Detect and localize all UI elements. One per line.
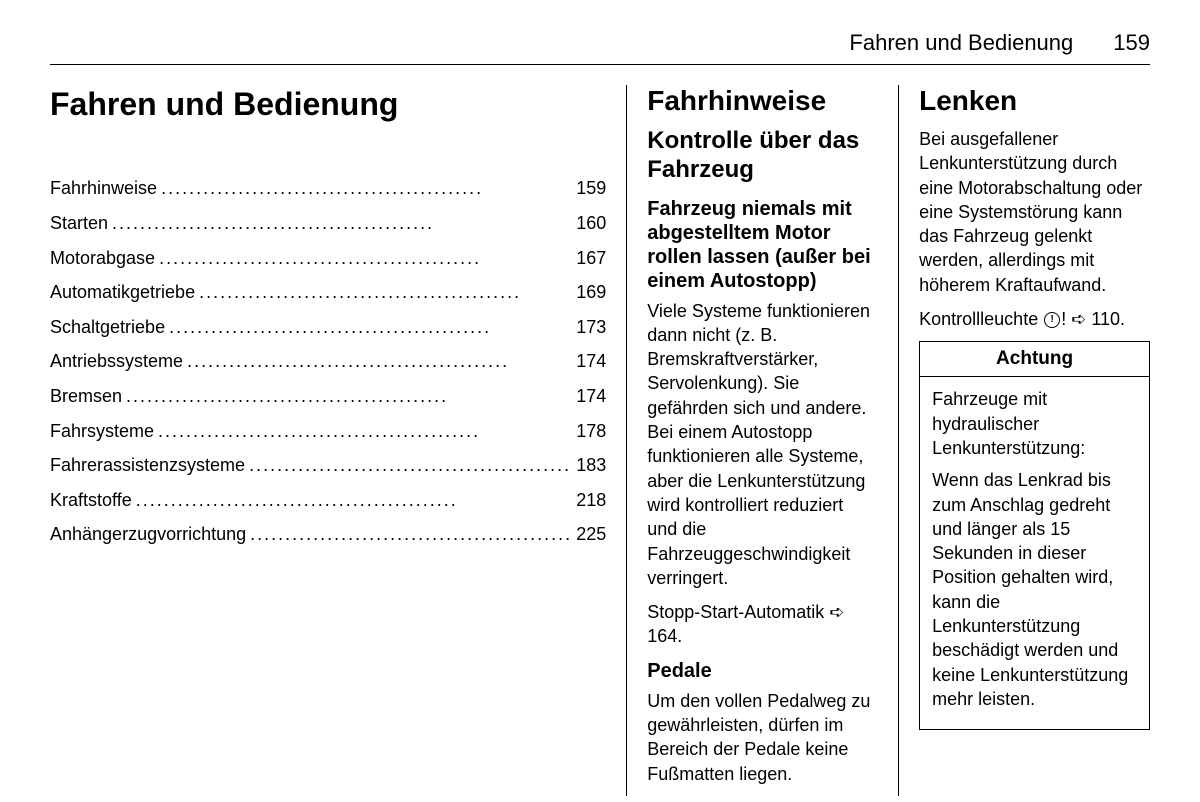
toc-item: Fahrsysteme ............................… [50, 416, 606, 447]
page-number: 159 [1113, 30, 1150, 56]
toc-dots: ........................................… [154, 416, 576, 447]
toc-dots: ........................................… [183, 346, 576, 377]
ref-kontrollleuchte: Kontrollleuchte ! ➪ 110. [919, 307, 1150, 331]
subsection-kontrolle: Kontrolle über das Fahrzeug [647, 127, 878, 185]
toc-item: Motorabgase ............................… [50, 243, 606, 274]
arrow-icon: ➪ [1071, 309, 1086, 329]
toc-item: Kraftstoffe ............................… [50, 485, 606, 516]
warning-body: Fahrzeuge mit hydraulischer Lenkunterstü… [920, 377, 1149, 729]
subsub-niemals-rollen: Fahrzeug niemals mit abgestelltem Motor … [647, 197, 878, 293]
arrow-icon: ➪ [829, 602, 844, 622]
toc-item-label: Kraftstoffe [50, 485, 132, 516]
toc-dots: ........................................… [195, 277, 576, 308]
toc-dots: ........................................… [122, 381, 576, 412]
toc-item-label: Fahrerassistenzsysteme [50, 450, 245, 481]
section-title-lenken: Lenken [919, 85, 1150, 117]
toc-item-label: Motorabgase [50, 243, 155, 274]
section-title-fahrhinweise: Fahrhinweise [647, 85, 878, 117]
body-niemals-rollen: Viele Systeme funktionieren dann nicht (… [647, 299, 878, 591]
toc-item-label: Antriebssysteme [50, 346, 183, 377]
toc-item-page: 167 [576, 243, 606, 274]
column-fahrhinweise: Fahrhinweise Kontrolle über das Fahrzeug… [627, 85, 899, 796]
toc-item-page: 159 [576, 173, 606, 204]
toc-item-page: 174 [576, 346, 606, 377]
toc-dots: ........................................… [246, 519, 576, 550]
body-pedale: Um den vollen Pedalweg zu gewährleisten,… [647, 689, 878, 786]
toc-item-label: Anhängerzugvorrichtung [50, 519, 246, 550]
toc-item-page: 183 [576, 450, 606, 481]
ref-stopp-start: Stopp-Start-Automatik ➪ 164. [647, 600, 878, 649]
toc-item-page: 160 [576, 208, 606, 239]
content-columns: Fahren und Bedienung Fahrhinweise ......… [50, 85, 1150, 796]
toc-item-page: 225 [576, 519, 606, 550]
column-lenken: Lenken Bei ausgefallener Lenkunterstützu… [899, 85, 1150, 796]
toc-item: Automatikgetriebe ......................… [50, 277, 606, 308]
header-title: Fahren und Bedienung [849, 30, 1073, 56]
toc-item: Antriebssysteme ........................… [50, 346, 606, 377]
toc-item: Anhängerzugvorrichtung .................… [50, 519, 606, 550]
toc-item: Bremsen ................................… [50, 381, 606, 412]
ref-prefix: Stopp-Start-Automatik [647, 602, 829, 622]
toc-dots: ........................................… [132, 485, 576, 516]
page-header: Fahren und Bedienung 159 [50, 30, 1150, 65]
toc-item-page: 173 [576, 312, 606, 343]
toc-item: Schaltgetriebe .........................… [50, 312, 606, 343]
toc-item: Fahrerassistenzsysteme .................… [50, 450, 606, 481]
subsub-pedale: Pedale [647, 659, 878, 683]
column-toc: Fahren und Bedienung Fahrhinweise ......… [50, 85, 627, 796]
toc-item-label: Fahrhinweise [50, 173, 157, 204]
ref-page-lenken: 110. [1086, 309, 1125, 329]
toc-item-label: Schaltgetriebe [50, 312, 165, 343]
toc-item-label: Fahrsysteme [50, 416, 154, 447]
toc-dots: ........................................… [165, 312, 576, 343]
ref-page: 164. [647, 626, 682, 646]
body-lenken: Bei ausgefallener Lenkunterstützung durc… [919, 127, 1150, 297]
toc-item-page: 169 [576, 277, 606, 308]
warning-p1: Fahrzeuge mit hydraulischer Lenkunterstü… [932, 387, 1137, 460]
warning-box: Achtung Fahrzeuge mit hydraulischer Lenk… [919, 341, 1150, 730]
warning-title: Achtung [920, 342, 1149, 377]
toc-item-page: 178 [576, 416, 606, 447]
warning-light-icon [1044, 312, 1060, 328]
toc-item: Fahrhinweise ...........................… [50, 173, 606, 204]
toc-dots: ........................................… [157, 173, 576, 204]
toc-item-page: 174 [576, 381, 606, 412]
toc-item: Starten ................................… [50, 208, 606, 239]
toc-dots: ........................................… [108, 208, 576, 239]
toc-list: Fahrhinweise ...........................… [50, 173, 606, 550]
toc-item-label: Automatikgetriebe [50, 277, 195, 308]
warning-p2: Wenn das Lenkrad bis zum Anschlag gedreh… [932, 468, 1137, 711]
toc-item-label: Starten [50, 208, 108, 239]
ref-prefix-lenken: Kontrollleuchte [919, 309, 1043, 329]
chapter-title: Fahren und Bedienung [50, 85, 606, 123]
toc-dots: ........................................… [245, 450, 576, 481]
toc-item-page: 218 [576, 485, 606, 516]
toc-dots: ........................................… [155, 243, 576, 274]
toc-item-label: Bremsen [50, 381, 122, 412]
exclam-text: ! [1061, 309, 1066, 329]
